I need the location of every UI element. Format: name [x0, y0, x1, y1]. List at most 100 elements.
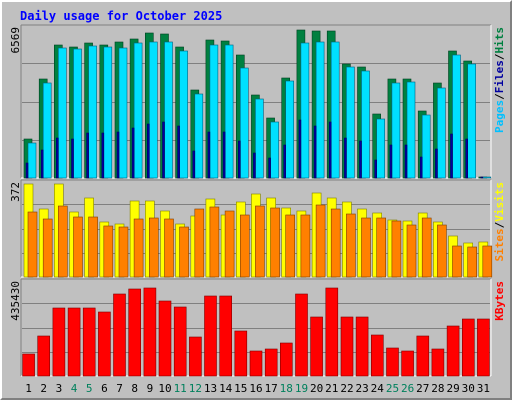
files-bar-day-16 — [255, 98, 264, 179]
sites-bar-day-8 — [133, 218, 144, 278]
kbytes-bar-day-15 — [234, 330, 248, 377]
panel-2: 372 Sites/Visits — [9, 179, 506, 278]
x-tick-day-26: 26 — [401, 382, 414, 395]
kbytes-bar-day-24 — [370, 334, 384, 377]
max-value-label: 435430 — [9, 281, 22, 321]
files-bar-day-29 — [452, 54, 461, 179]
files-bar-day-3 — [57, 47, 67, 179]
sites-bar-day-25 — [391, 220, 402, 278]
pages-bar-day-8 — [131, 127, 135, 179]
legend-separator: / — [493, 221, 506, 228]
pages-bar-day-21 — [328, 121, 332, 179]
kbytes-bar-day-10 — [158, 300, 172, 377]
sites-bar-day-31 — [482, 245, 493, 278]
series-legend-label: Sites/Visits — [493, 182, 506, 262]
x-tick-day-21: 21 — [325, 382, 338, 395]
files-bar-day-22 — [346, 66, 355, 179]
files-bar-day-6 — [103, 46, 113, 179]
x-tick-day-29: 29 — [446, 382, 459, 395]
kbytes-bar-day-4 — [67, 307, 81, 377]
sites-bar-day-9 — [149, 217, 159, 278]
kbytes-bar-day-5 — [82, 307, 96, 377]
x-tick-day-22: 22 — [340, 382, 353, 395]
sites-bar-day-11 — [179, 226, 189, 278]
kbytes-bar-day-11 — [173, 306, 187, 377]
pages-bar-day-7 — [116, 131, 120, 179]
files-bar-day-17 — [270, 121, 279, 179]
pages-bar-day-30 — [465, 138, 469, 179]
sites-bar-day-3 — [57, 205, 68, 278]
files-bar-day-25 — [391, 82, 401, 179]
files-bar-day-18 — [285, 80, 295, 179]
files-bar-day-2 — [42, 82, 52, 179]
files-bar-day-30 — [467, 63, 477, 179]
kbytes-bar-day-20 — [310, 316, 323, 377]
x-tick-day-9: 9 — [147, 382, 154, 395]
pages-bar-day-12 — [192, 150, 196, 179]
x-tick-day-25: 25 — [386, 382, 399, 395]
sites-bar-day-30 — [467, 246, 478, 278]
files-bar-day-27 — [421, 114, 431, 179]
sites-bar-day-13 — [209, 206, 220, 278]
max-value-label: 6569 — [9, 27, 22, 54]
sites-bar-day-29 — [452, 245, 462, 278]
x-tick-day-17: 17 — [265, 382, 278, 395]
kbytes-bar-day-2 — [37, 335, 51, 377]
pages-bar-day-27 — [419, 156, 423, 179]
legend-files: Files — [493, 60, 506, 93]
kbytes-bar-day-17 — [264, 348, 278, 377]
kbytes-bar-day-28 — [431, 348, 445, 377]
pages-bar-day-15 — [238, 140, 241, 179]
files-bar-day-26 — [406, 81, 416, 179]
pages-bar-day-16 — [253, 152, 256, 179]
pages-bar-day-9 — [147, 123, 150, 179]
series-legend-label: KBytes — [493, 281, 506, 321]
files-bar-day-12 — [194, 93, 204, 179]
files-bar-day-7 — [118, 47, 128, 179]
legend-visits: Visits — [493, 182, 506, 222]
kbytes-bar-day-3 — [52, 307, 66, 377]
kbytes-bar-day-12 — [189, 336, 202, 377]
sites-bar-day-16 — [255, 205, 265, 278]
pages-bar-day-18 — [283, 144, 287, 179]
x-tick-day-23: 23 — [355, 382, 368, 395]
sites-bar-day-23 — [361, 217, 371, 278]
x-tick-day-1: 1 — [25, 382, 32, 395]
pages-bar-day-14 — [222, 131, 226, 179]
x-tick-day-20: 20 — [310, 382, 323, 395]
x-tick-day-7: 7 — [116, 382, 123, 395]
kbytes-bar-day-7 — [113, 293, 126, 377]
x-tick-day-14: 14 — [219, 382, 233, 395]
x-tick-day-16: 16 — [249, 382, 262, 395]
kbytes-bar-day-30 — [461, 318, 475, 377]
files-bar-day-11 — [179, 50, 188, 179]
pages-bar-day-4 — [71, 138, 74, 179]
files-bar-day-21 — [330, 41, 340, 179]
x-tick-day-19: 19 — [295, 382, 308, 395]
sites-bar-day-24 — [376, 217, 387, 278]
sites-bar-day-2 — [42, 218, 53, 278]
kbytes-bar-day-31 — [477, 318, 490, 377]
x-tick-day-11: 11 — [174, 382, 187, 395]
sites-bar-day-10 — [164, 218, 174, 278]
x-tick-day-18: 18 — [280, 382, 293, 395]
legend-pages: Pages — [493, 100, 506, 133]
kbytes-bar-day-27 — [416, 335, 430, 377]
files-bar-day-8 — [133, 42, 143, 179]
files-bar-day-10 — [164, 41, 173, 179]
kbytes-bar-day-23 — [355, 316, 369, 377]
series-legend-label: Pages/Files/Hits — [493, 27, 506, 133]
x-tick-day-5: 5 — [86, 382, 93, 395]
sites-bar-day-28 — [437, 224, 447, 278]
pages-bar-day-28 — [435, 148, 438, 179]
files-bar-day-31 — [482, 176, 492, 179]
files-bar-day-24 — [376, 118, 386, 179]
files-bar-day-4 — [73, 48, 82, 179]
x-tick-day-3: 3 — [56, 382, 63, 395]
sites-bar-day-1 — [27, 211, 38, 278]
x-tick-day-8: 8 — [131, 382, 138, 395]
kbytes-bar-day-13 — [204, 295, 217, 377]
files-bar-day-14 — [224, 44, 234, 179]
x-tick-day-12: 12 — [189, 382, 202, 395]
